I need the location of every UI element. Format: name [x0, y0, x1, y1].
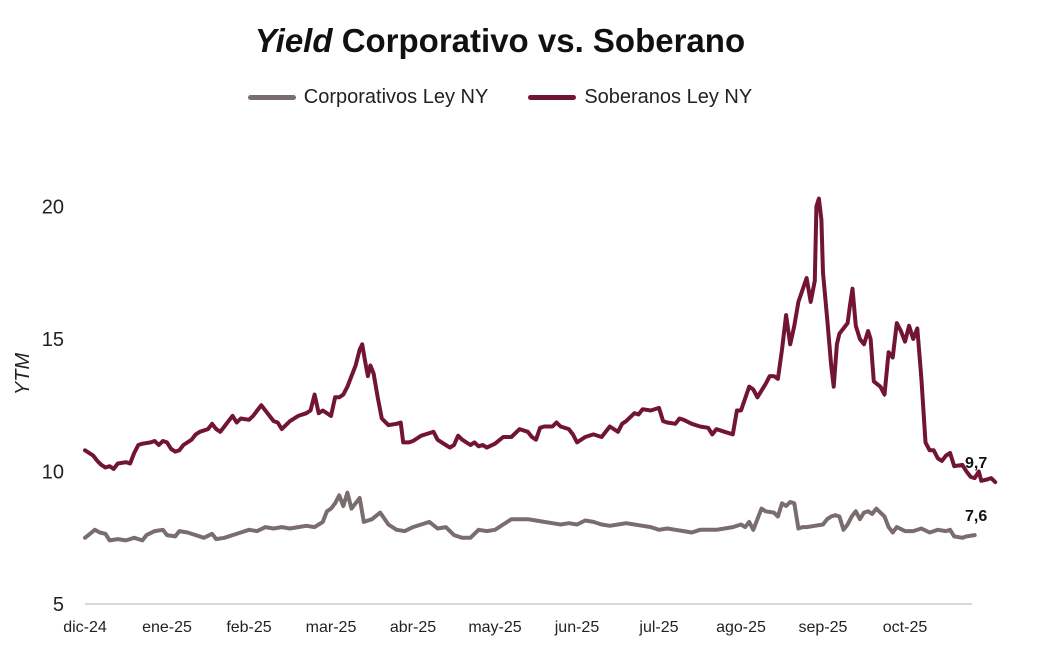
legend-label-corporativos: Corporativos Ley NY [303, 86, 489, 108]
chart-series-lines [83, 196, 998, 543]
y-tick-label: 10 [42, 462, 64, 484]
x-tick-label: jul-25 [638, 619, 678, 636]
x-tick-label: mar-25 [306, 619, 357, 636]
end-label-soberanos: 9,7 [965, 455, 987, 472]
series-line-corporativos [83, 490, 977, 543]
chart-end-labels: 7,6 9,7 [965, 455, 987, 525]
x-tick-label: may-25 [468, 619, 521, 636]
x-tick-label: abr-25 [390, 619, 436, 636]
chart-title: Yield Corporativo vs. Soberano [0, 22, 1000, 60]
legend-label-soberanos: Soberanos Ley NY [584, 86, 753, 108]
legend-swatch-soberanos [528, 95, 577, 100]
chart-title-emphasis: Yield [254, 22, 333, 59]
legend-item-soberanos: Soberanos Ley NY [528, 86, 752, 109]
y-axis-title: YTM [12, 353, 34, 396]
y-tick-label: 5 [53, 594, 64, 616]
x-tick-label: dic-24 [63, 619, 107, 636]
y-tick-label: 20 [42, 197, 64, 219]
chart-title-rest: Corporativo vs. Soberano [341, 22, 746, 59]
chart-legend: Corporativos Ley NY Soberanos Ley NY [0, 86, 1000, 109]
y-tick-label: 15 [42, 329, 64, 351]
x-tick-label: ene-25 [142, 619, 192, 636]
x-tick-label: ago-25 [716, 619, 766, 636]
x-tick-label: oct-25 [883, 619, 928, 636]
x-tick-label: feb-25 [226, 619, 271, 636]
series-line-soberanos [83, 196, 998, 485]
end-label-corporativos: 7,6 [965, 508, 987, 525]
legend-item-corporativos: Corporativos Ley NY [247, 86, 489, 109]
x-tick-label: jun-25 [554, 619, 600, 636]
chart-axes: 5 10 15 20 YTM dic-24 ene-25 feb-25 mar-25 abr-25… [12, 197, 972, 636]
x-tick-label: sep-25 [799, 619, 848, 636]
legend-swatch-corporativos [247, 95, 296, 100]
